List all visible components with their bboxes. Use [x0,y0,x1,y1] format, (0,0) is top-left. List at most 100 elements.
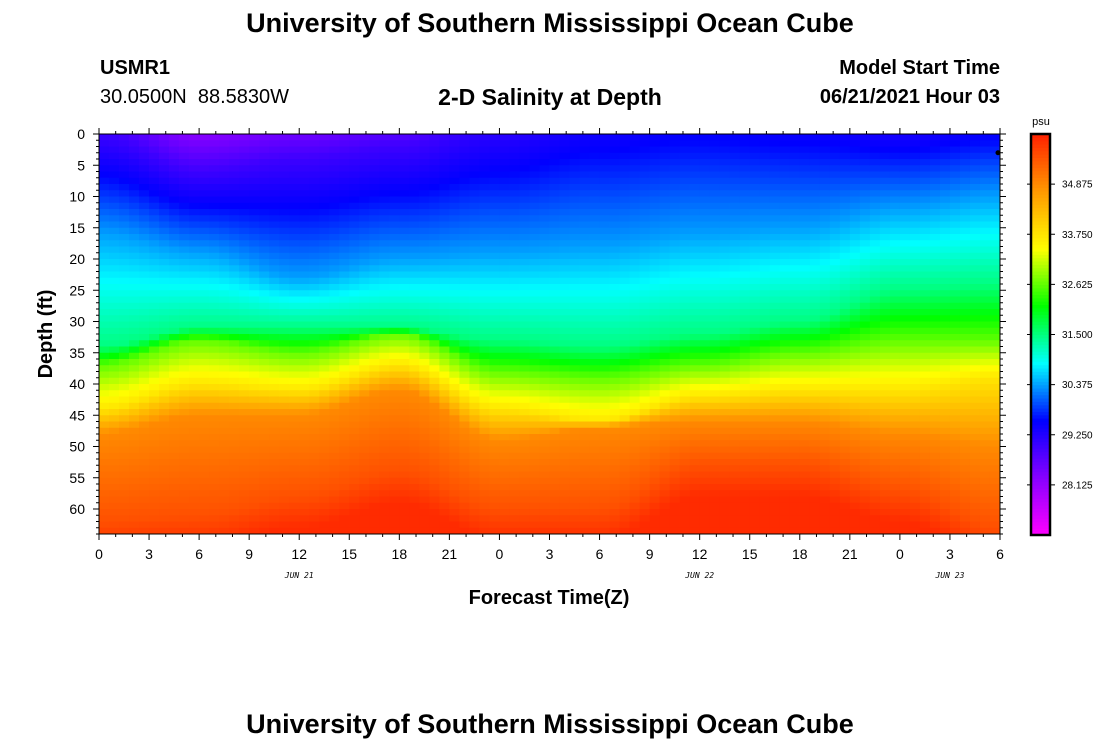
heatmap-cell [249,315,260,323]
heatmap-cell [499,434,511,441]
heatmap-cell [499,459,511,466]
heatmap-cell [559,515,571,523]
heatmap-cell [789,140,801,148]
heatmap-cell [849,396,861,404]
heatmap-cell [389,521,400,529]
heatmap-cell [109,490,120,498]
heatmap-cell [359,459,370,466]
heatmap-cell [449,484,460,491]
heatmap-cell [139,171,150,179]
heatmap-cell [179,409,190,416]
heatmap-cell [729,321,741,329]
heatmap-cell [839,234,851,241]
heatmap-cell [489,221,501,229]
heatmap-cell [699,227,711,235]
heatmap-cell [399,321,410,329]
heatmap-cell [629,527,641,534]
heatmap-cell [649,165,661,173]
heatmap-cell [479,277,491,285]
heatmap-cell [229,471,240,479]
heatmap-cell [699,502,711,510]
heatmap-cell [769,334,781,341]
heatmap-cell [199,240,210,248]
heatmap-cell [129,359,140,366]
heatmap-cell [429,152,440,160]
heatmap-cell [549,496,561,504]
heatmap-cell [139,290,150,298]
heatmap-cell [789,396,801,404]
heatmap-cell [719,390,731,398]
heatmap-cell [269,159,280,166]
heatmap-cell [759,377,771,385]
heatmap-cell [699,402,711,410]
heatmap-cell [119,234,130,241]
heatmap-cell [819,271,831,279]
heatmap-cell [599,427,611,435]
heatmap-cell [599,490,611,498]
heatmap-cell [559,190,571,198]
heatmap-cell [149,421,160,429]
heatmap-cell [369,402,380,410]
heatmap-cell [689,421,701,429]
heatmap-cell [679,152,691,160]
heatmap-cell [159,302,170,310]
heatmap-cell [849,309,861,316]
heatmap-cell [369,384,380,391]
heatmap-cell [729,277,741,285]
heatmap-cell [789,227,801,235]
heatmap-cell [179,384,190,391]
heatmap-cell [829,146,841,154]
heatmap-cell [119,384,130,391]
page-title: University of Southern Mississippi Ocean… [246,8,854,38]
heatmap-cell [409,396,420,404]
heatmap-cell [439,359,450,366]
heatmap-cell [379,315,390,323]
heatmap-cell [639,396,651,404]
heatmap-cell [159,459,170,466]
heatmap-cell [859,290,871,298]
heatmap-cell [139,152,150,160]
heatmap-cell [349,384,360,391]
heatmap-cell [759,384,771,391]
heatmap-cell [699,427,711,435]
heatmap-cell [299,421,310,429]
heatmap-cell [749,159,761,166]
heatmap-cell [659,509,671,516]
heatmap-cell [459,265,471,273]
heatmap-cell [439,140,450,148]
heatmap-cell [319,396,330,404]
heatmap-cell [859,359,871,366]
heatmap-cell [229,459,240,466]
heatmap-cell [309,221,320,229]
heatmap-cell [279,165,290,173]
heatmap-cell [619,284,631,291]
heatmap-cell [629,427,641,435]
heatmap-cell [689,371,701,379]
heatmap-cell [539,165,551,173]
heatmap-cell [369,334,380,341]
heatmap-cell [159,359,170,366]
heatmap-cell [249,296,260,304]
heatmap-cell [179,202,190,210]
heatmap-cell [319,459,330,466]
heatmap-cell [549,521,561,529]
heatmap-cell [599,340,611,348]
heatmap-cell [599,509,611,516]
heatmap-cell [429,171,440,179]
heatmap-cell [559,390,571,398]
heatmap-cell [679,434,691,441]
heatmap-cell [709,209,721,216]
heatmap-cell [859,371,871,379]
heatmap-cell [559,234,571,241]
heatmap-cell [129,321,140,329]
heatmap-cell [519,227,531,235]
heatmap-cell [589,452,601,460]
heatmap-cell [579,402,591,410]
heatmap-cell [139,221,150,229]
heatmap-cell [589,309,601,316]
heatmap-cell [849,196,861,204]
heatmap-cell [149,277,160,285]
heatmap-cell [709,440,721,448]
heatmap-cell [499,265,511,273]
heatmap-cell [289,202,300,210]
